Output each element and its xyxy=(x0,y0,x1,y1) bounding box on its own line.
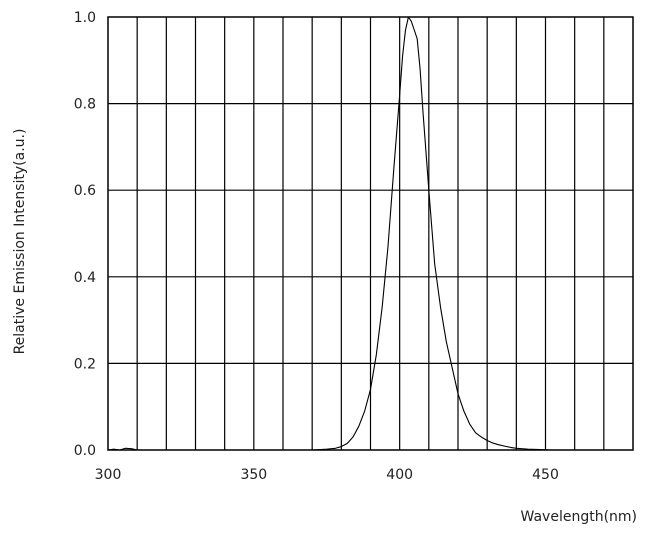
y-tick-label: 0.4 xyxy=(74,270,96,286)
grid xyxy=(108,17,633,450)
x-axis: 300 350 400 450 xyxy=(95,467,559,483)
y-axis-label: Relative Emission Intensity(a.u.) xyxy=(12,129,28,355)
x-tick-label: 400 xyxy=(386,467,413,483)
plot-frame xyxy=(107,16,634,451)
y-tick-label: 1.0 xyxy=(74,10,96,26)
y-tick-label: 0.0 xyxy=(74,443,96,459)
y-tick-label: 0.8 xyxy=(74,97,96,113)
x-axis-label: Wavelength(nm) xyxy=(521,509,637,525)
x-tick-label: 350 xyxy=(240,467,267,483)
y-axis: 0.0 0.2 0.4 0.6 0.8 1.0 xyxy=(74,10,96,459)
x-tick-label: 450 xyxy=(532,467,559,483)
y-tick-label: 0.2 xyxy=(74,356,96,372)
x-tick-label: 300 xyxy=(95,467,122,483)
y-tick-label: 0.6 xyxy=(74,183,96,199)
